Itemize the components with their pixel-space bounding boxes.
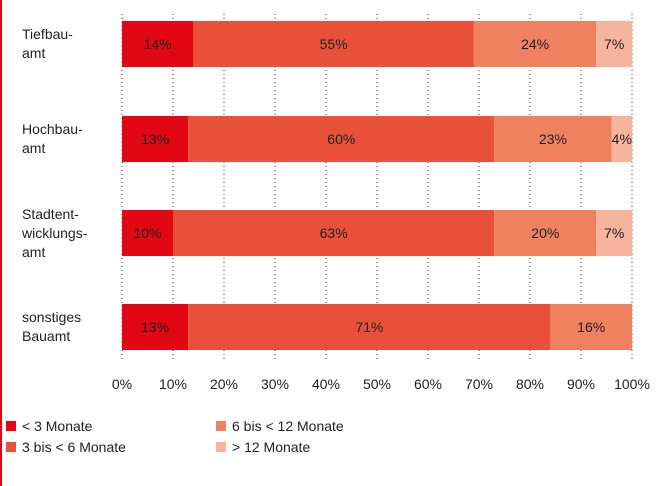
x-tick-label: 60% bbox=[414, 376, 442, 392]
bar-segment bbox=[596, 210, 632, 256]
bar-segment bbox=[494, 210, 597, 256]
legend-swatch bbox=[216, 442, 226, 452]
bar-value-label: 13% bbox=[141, 131, 169, 147]
bar-value-label: 60% bbox=[327, 131, 355, 147]
x-tick-label: 40% bbox=[312, 376, 340, 392]
bar-value-label: 55% bbox=[320, 36, 348, 52]
accent-left-rule bbox=[0, 0, 2, 486]
legend-item: > 12 Monate bbox=[216, 438, 310, 456]
legend-label: 3 bis < 6 Monate bbox=[22, 439, 126, 455]
bar-value-label: 4% bbox=[612, 131, 632, 147]
bar-segment bbox=[122, 210, 173, 256]
legend-swatch bbox=[216, 421, 226, 431]
bar-segment bbox=[550, 304, 632, 350]
category-label: Stadtent- wicklungs- amt bbox=[22, 205, 88, 260]
bar-value-label: 7% bbox=[604, 225, 624, 241]
bar-value-label: 13% bbox=[141, 319, 169, 335]
x-tick-label: 80% bbox=[516, 376, 544, 392]
bar-segment bbox=[611, 116, 632, 162]
x-tick-label: 20% bbox=[210, 376, 238, 392]
legend-swatch bbox=[6, 442, 16, 452]
x-tick-label: 70% bbox=[465, 376, 493, 392]
bar-segment bbox=[473, 21, 597, 67]
bar-segment bbox=[122, 116, 189, 162]
legend-label: 6 bis < 12 Monate bbox=[232, 418, 344, 434]
x-tick-label: 100% bbox=[614, 376, 650, 392]
bar-value-label: 20% bbox=[531, 225, 559, 241]
legend-item: 3 bis < 6 Monate bbox=[6, 438, 126, 456]
bar-value-label: 10% bbox=[133, 225, 161, 241]
legend-swatch bbox=[6, 421, 16, 431]
bars: 14% 55% 24% 7% 13% 60% 23% 4% 10% 63% 20% 7% 13% 71% 1… bbox=[122, 21, 632, 350]
category-label: Hochbau- amt bbox=[22, 121, 83, 156]
x-tick-label: 0% bbox=[112, 376, 132, 392]
x-tick-label: 10% bbox=[159, 376, 187, 392]
bar-segment bbox=[193, 21, 474, 67]
bar-value-label: 16% bbox=[577, 319, 605, 335]
x-tick-label: 90% bbox=[567, 376, 595, 392]
bar-segment bbox=[188, 116, 495, 162]
bar-value-label: 7% bbox=[604, 36, 624, 52]
bar-segment bbox=[173, 210, 495, 256]
category-label: sonstiges Bauamt bbox=[22, 309, 82, 344]
bar-value-label: 71% bbox=[355, 319, 383, 335]
legend-item: 6 bis < 12 Monate bbox=[216, 417, 344, 435]
category-label: Tiefbau- amt bbox=[22, 26, 73, 61]
legend-label: > 12 Monate bbox=[232, 439, 311, 455]
x-gridlines bbox=[121, 14, 633, 360]
bar-segment bbox=[188, 304, 551, 350]
legend-label: < 3 Monate bbox=[22, 418, 93, 434]
bar-segment bbox=[596, 21, 632, 67]
bar-value-label: 63% bbox=[320, 225, 348, 241]
x-tick-labels: 0% 10% 20% 30% 40% 50% 60% 70% 80% 90% 100% bbox=[112, 376, 650, 392]
bar-value-label: 23% bbox=[539, 131, 567, 147]
bar-segment bbox=[122, 304, 189, 350]
legend-item: < 3 Monate bbox=[6, 417, 92, 435]
bar-value-label: 14% bbox=[144, 36, 172, 52]
bar-value-label: 24% bbox=[521, 36, 549, 52]
bar-segment bbox=[122, 21, 194, 67]
x-tick-label: 50% bbox=[363, 376, 391, 392]
bar-segment bbox=[494, 116, 612, 162]
x-tick-label: 30% bbox=[261, 376, 289, 392]
